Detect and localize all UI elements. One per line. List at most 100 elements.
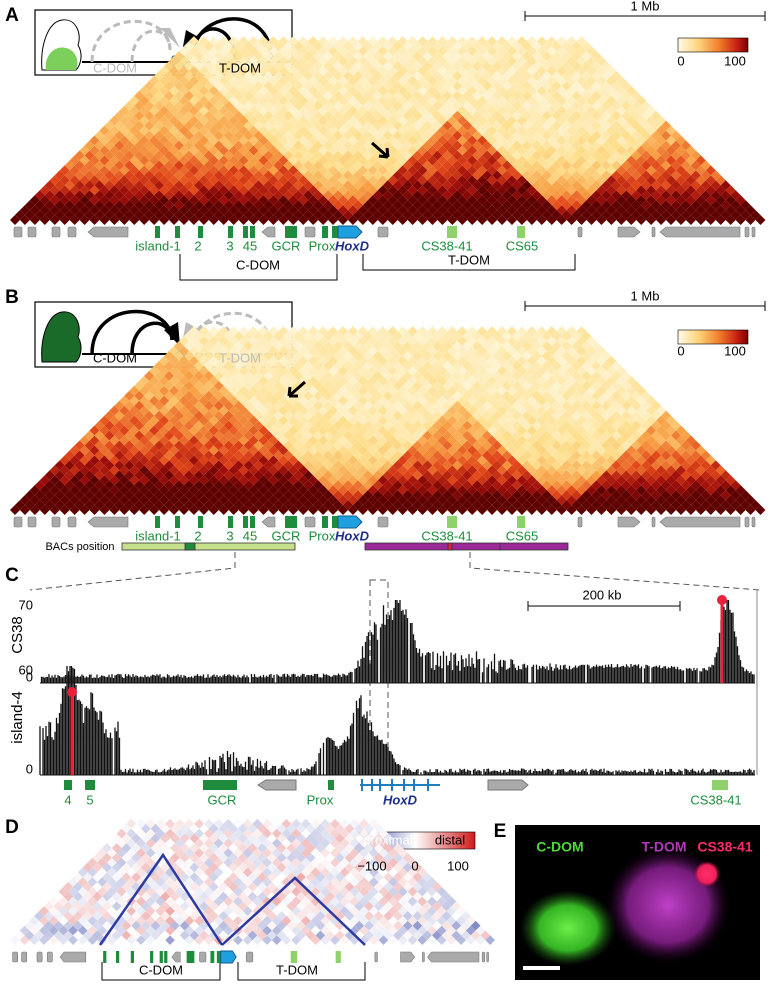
heatmap-cell — [228, 415, 239, 426]
heatmap-cell — [656, 425, 667, 436]
heatmap-cell — [402, 140, 413, 151]
heatmap-cell — [556, 475, 567, 486]
heatmap-cell — [422, 200, 433, 211]
heatmap-cell — [293, 200, 304, 211]
heatmap-cell — [357, 185, 368, 196]
heatmap-cell — [273, 170, 284, 181]
heatmap-cell — [362, 200, 373, 211]
heatmap-cell — [407, 105, 418, 116]
heatmap-cell — [492, 200, 503, 211]
heatmap-cell — [313, 80, 324, 91]
heatmap-cell — [352, 170, 363, 181]
heatmap-cell — [452, 500, 463, 511]
heatmap-cell — [263, 190, 274, 201]
heatmap-cell — [422, 390, 433, 401]
heatmap-cell — [104, 500, 115, 511]
heatmap-cell — [333, 160, 343, 171]
heatmap-cell — [502, 170, 512, 181]
heatmap-cell — [611, 400, 622, 411]
heatmap-cell — [417, 105, 428, 116]
heatmap-cell — [656, 125, 667, 136]
heatmap-cell — [546, 455, 557, 466]
heatmap-cell — [666, 435, 676, 446]
heatmap-cell — [253, 490, 264, 501]
heatmap-cell — [223, 350, 234, 361]
heatmap-cell — [159, 505, 170, 515]
heatmap-cell — [556, 115, 567, 126]
heatmap-cell — [502, 60, 512, 71]
heatmap-cell — [447, 195, 458, 206]
heatmap-cell — [526, 405, 537, 416]
heatmap-cell — [412, 180, 423, 191]
heatmap-cell — [656, 495, 667, 506]
heatmap-cell — [675, 435, 686, 446]
heatmap-cell — [258, 56, 269, 66]
heatmap-cell — [109, 485, 120, 496]
heatmap-cell — [626, 465, 637, 476]
heatmap-cell — [288, 185, 299, 196]
heatmap-cell — [497, 56, 507, 66]
heatmap-cell — [283, 450, 294, 461]
heatmap-cell — [233, 490, 244, 501]
heatmap-cell — [387, 36, 398, 47]
heatmap-cell — [462, 120, 473, 131]
heatmap-cell — [298, 135, 309, 146]
heatmap-cell — [507, 56, 517, 66]
heatmap-cell — [258, 445, 269, 456]
heatmap-cell — [526, 425, 537, 436]
heatmap-cell — [228, 405, 239, 416]
heatmap-cell — [656, 445, 667, 456]
heatmap-cell — [178, 425, 189, 436]
heatmap-cell — [149, 485, 160, 496]
heatmap-cell — [477, 46, 488, 57]
heatmap-cell — [482, 450, 493, 461]
heatmap-cell — [114, 500, 125, 511]
heatmap-cell — [392, 410, 403, 421]
heatmap-cell — [432, 440, 443, 451]
heatmap-cell — [119, 395, 130, 406]
heatmap-cell — [313, 60, 324, 71]
heatmap-cell — [397, 175, 408, 186]
heatmap-cell — [183, 380, 194, 391]
heatmap-cell — [457, 105, 468, 116]
heatmap-cell — [581, 420, 592, 431]
heatmap-cell — [507, 65, 517, 76]
heatmap-cell — [382, 370, 393, 381]
heatmap-cell — [338, 185, 348, 196]
heatmap-cell — [193, 490, 204, 501]
heatmap-cell — [357, 165, 368, 176]
heatmap-cell — [248, 455, 259, 466]
heatmap-cell — [427, 75, 438, 86]
heatmap-cell — [661, 480, 672, 491]
heatmap-cell — [159, 485, 170, 496]
heatmap-cell — [546, 46, 557, 57]
heatmap-cell — [576, 415, 587, 426]
heatmap-cell — [382, 200, 393, 211]
heatmap-cell — [169, 125, 179, 136]
heatmap-cell — [347, 385, 358, 396]
heatmap-cell — [487, 195, 498, 206]
heatmap-cell — [392, 430, 403, 441]
heatmap-cell — [531, 130, 542, 141]
heatmap-cell — [606, 445, 617, 456]
heatmap-cell — [551, 390, 562, 401]
heatmap-cell — [412, 70, 423, 81]
heatmap-cell — [457, 56, 468, 66]
heatmap-cell — [268, 205, 279, 216]
heatmap-cell — [228, 475, 239, 486]
heatmap-cell — [258, 165, 269, 176]
heatmap-cell — [417, 195, 428, 206]
heatmap-cell — [591, 80, 602, 91]
heatmap-cell — [183, 480, 194, 491]
heatmap-cell — [218, 365, 229, 376]
heatmap-cell — [164, 440, 175, 451]
heatmap-cell — [487, 115, 498, 126]
heatmap-cell — [263, 460, 274, 471]
heatmap-cell — [164, 360, 175, 371]
heatmap-cell — [367, 36, 378, 47]
heatmap-cell — [407, 175, 418, 186]
heatmap-cell — [164, 350, 175, 361]
heatmap-cell — [228, 435, 239, 446]
heatmap-cell — [601, 490, 612, 501]
heatmap-cell — [193, 460, 204, 471]
